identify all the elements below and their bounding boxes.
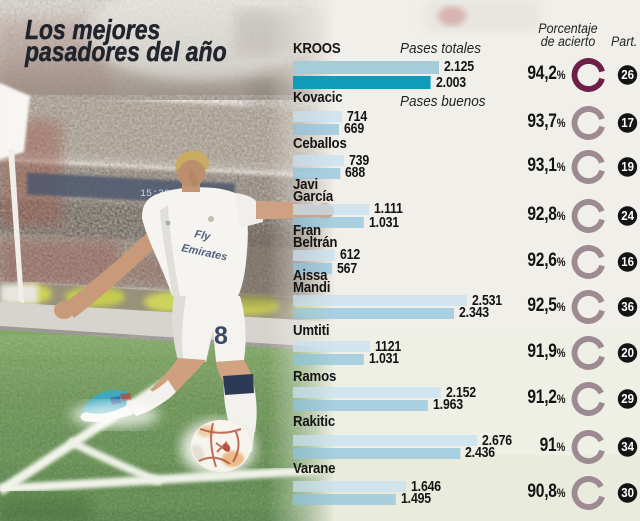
svg-text:15:30: 15:30	[140, 189, 170, 200]
svg-text:Fly: Fly	[193, 228, 212, 243]
svg-text:8: 8	[214, 322, 228, 350]
